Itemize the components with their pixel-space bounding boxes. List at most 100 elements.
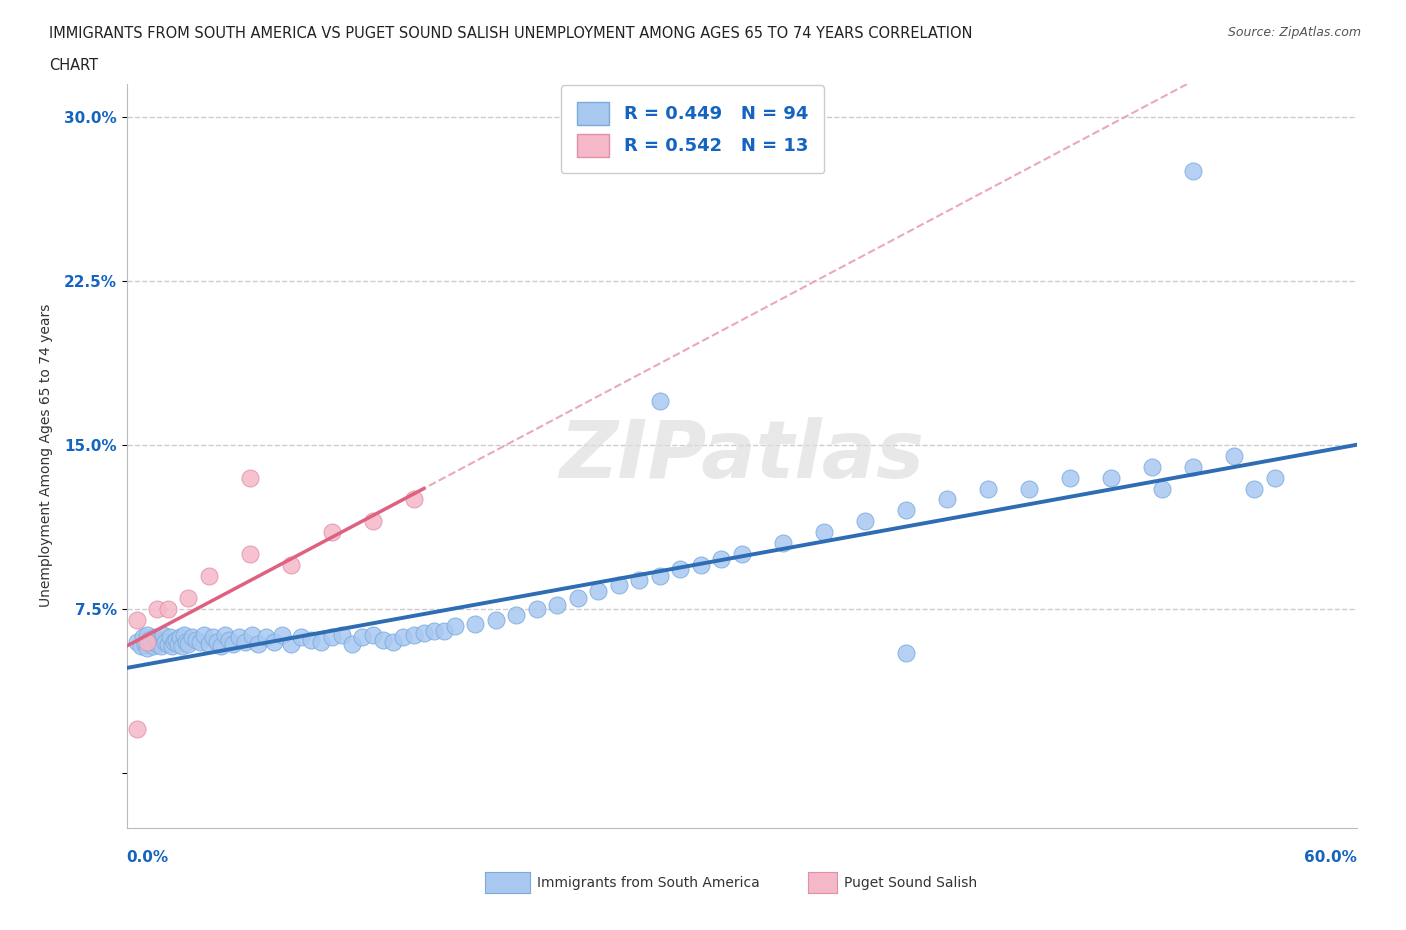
Point xyxy=(240,628,263,643)
Point xyxy=(125,722,148,737)
Text: ZIPatlas: ZIPatlas xyxy=(560,417,924,495)
Point xyxy=(155,634,177,649)
Point xyxy=(1181,164,1204,179)
Point xyxy=(330,628,353,643)
Point xyxy=(1181,459,1204,474)
Text: Puget Sound Salish: Puget Sound Salish xyxy=(844,875,977,890)
Point xyxy=(136,641,159,656)
Point xyxy=(586,584,609,599)
Point xyxy=(321,630,343,644)
Point xyxy=(299,632,322,647)
Point xyxy=(239,471,262,485)
Point xyxy=(129,639,152,654)
Point xyxy=(772,536,794,551)
Point xyxy=(136,634,159,649)
Point xyxy=(132,630,155,644)
Point xyxy=(567,591,589,605)
Text: IMMIGRANTS FROM SOUTH AMERICA VS PUGET SOUND SALISH UNEMPLOYMENT AMONG AGES 65 T: IMMIGRANTS FROM SOUTH AMERICA VS PUGET S… xyxy=(49,26,973,41)
Point xyxy=(166,636,188,651)
Point xyxy=(412,626,434,641)
Point xyxy=(484,612,508,627)
Point xyxy=(142,639,165,654)
Point xyxy=(169,630,191,644)
Point xyxy=(177,591,200,605)
Point xyxy=(894,645,917,660)
Point xyxy=(1223,448,1246,463)
Point xyxy=(853,514,876,529)
Point xyxy=(935,492,957,507)
Text: Source: ZipAtlas.com: Source: ZipAtlas.com xyxy=(1227,26,1361,39)
Point xyxy=(271,628,294,643)
Point xyxy=(143,630,166,644)
Point xyxy=(505,608,527,623)
Point xyxy=(197,568,219,583)
Point xyxy=(205,634,228,649)
Point xyxy=(402,628,425,643)
Point xyxy=(648,568,671,583)
Point xyxy=(1099,471,1122,485)
Y-axis label: Unemployment Among Ages 65 to 74 years: Unemployment Among Ages 65 to 74 years xyxy=(39,304,52,607)
Point xyxy=(218,632,240,647)
Point xyxy=(280,636,302,651)
Point xyxy=(201,630,224,644)
Point xyxy=(125,634,148,649)
Point xyxy=(648,393,671,408)
Point xyxy=(173,628,195,643)
Point xyxy=(546,597,568,612)
Point xyxy=(222,636,245,651)
Point xyxy=(254,630,277,644)
Point xyxy=(148,634,170,649)
Point xyxy=(361,628,384,643)
Point xyxy=(731,547,754,562)
Point xyxy=(160,639,183,654)
Point xyxy=(181,630,204,644)
Point xyxy=(263,634,285,649)
Point xyxy=(228,630,250,644)
Point xyxy=(402,492,425,507)
Point xyxy=(464,617,486,631)
Point xyxy=(392,630,415,644)
Point xyxy=(894,503,917,518)
Point xyxy=(689,558,711,573)
Point xyxy=(1140,459,1163,474)
Point xyxy=(138,632,160,647)
Point xyxy=(311,634,333,649)
Point xyxy=(209,639,232,654)
Point xyxy=(150,639,173,654)
Point xyxy=(813,525,835,539)
Point xyxy=(976,481,998,496)
Point xyxy=(246,636,269,651)
Point xyxy=(352,630,374,644)
Point xyxy=(433,623,456,638)
Point xyxy=(186,632,208,647)
Point xyxy=(371,632,394,647)
Point xyxy=(156,636,179,651)
Point xyxy=(423,623,446,638)
Point xyxy=(159,630,181,644)
Point xyxy=(1018,481,1040,496)
Point xyxy=(1264,471,1286,485)
Point xyxy=(146,632,169,647)
Point xyxy=(669,562,692,577)
Point xyxy=(321,525,343,539)
Point xyxy=(628,573,651,588)
Point xyxy=(290,630,312,644)
Point xyxy=(193,628,215,643)
Point xyxy=(174,634,197,649)
Point xyxy=(188,634,212,649)
Text: CHART: CHART xyxy=(49,58,98,73)
Text: Immigrants from South America: Immigrants from South America xyxy=(537,875,759,890)
Point xyxy=(239,547,262,562)
Point xyxy=(443,619,465,634)
Point xyxy=(177,636,200,651)
Point xyxy=(134,636,156,651)
Point xyxy=(125,612,148,627)
Point xyxy=(146,636,169,651)
Point xyxy=(165,632,187,647)
Point xyxy=(340,636,363,651)
Text: 60.0%: 60.0% xyxy=(1303,850,1357,865)
Point xyxy=(197,636,219,651)
Point xyxy=(136,628,159,643)
Point xyxy=(141,634,162,649)
Text: 0.0%: 0.0% xyxy=(127,850,169,865)
